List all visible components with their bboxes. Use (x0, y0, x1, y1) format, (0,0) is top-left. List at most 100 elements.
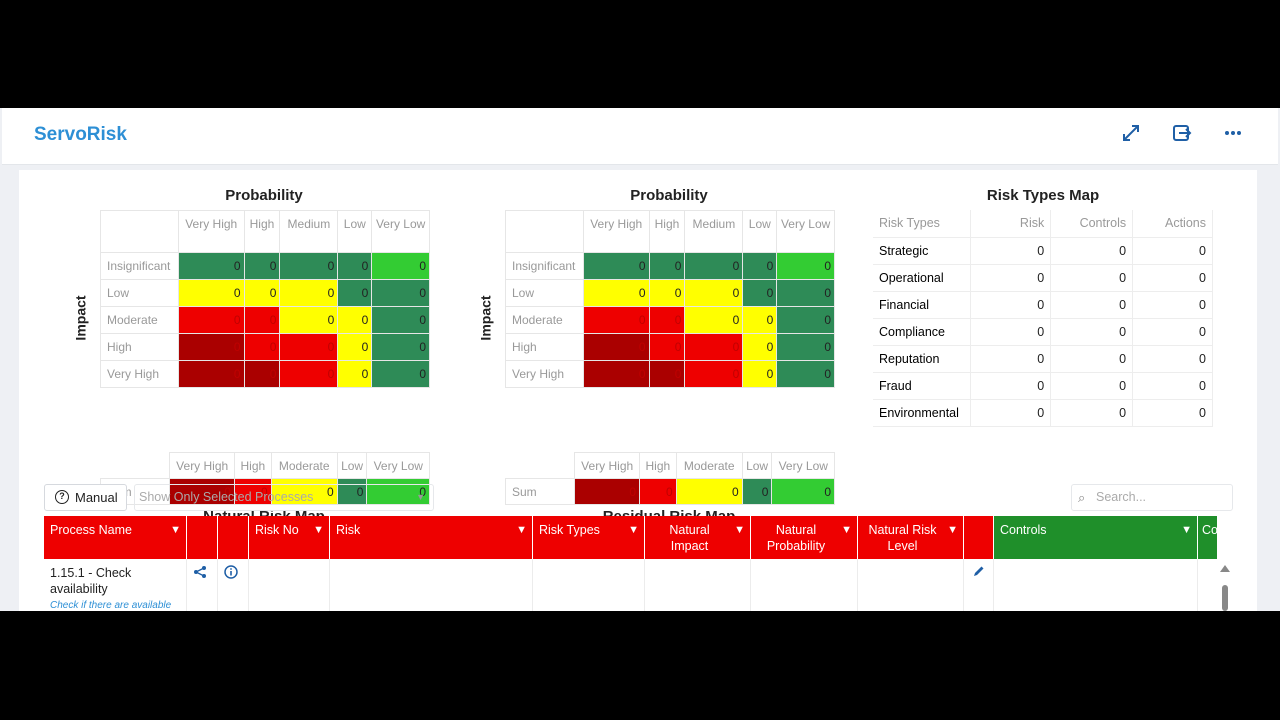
col-risk-types[interactable]: Risk Types ▼ (533, 516, 645, 559)
risk-type-count: 0 (1132, 237, 1213, 265)
risk-cell[interactable]: 0 (243, 306, 281, 334)
risk-cell[interactable]: 0 (742, 252, 778, 280)
scroll-up-icon[interactable] (1220, 565, 1230, 572)
risk-cell[interactable]: 0 (776, 333, 835, 361)
edit-cell[interactable] (964, 559, 994, 611)
risk-cell[interactable]: 0 (742, 360, 778, 388)
risk-cell[interactable]: 0 (776, 360, 835, 388)
risk-cell[interactable]: 0 (177, 360, 245, 388)
risk-cell[interactable]: 0 (279, 360, 339, 388)
col-risk[interactable]: Risk ▼ (330, 516, 533, 559)
risk-cell[interactable]: 0 (279, 279, 339, 307)
risk-cell[interactable]: 0 (648, 252, 686, 280)
manual-button[interactable]: ? Manual (44, 484, 127, 511)
sum-cell[interactable]: 0 (336, 478, 368, 505)
risk-cell[interactable]: 0 (371, 279, 430, 307)
sum-cell[interactable]: 0 (771, 478, 835, 505)
sum-cell[interactable]: 0 (639, 478, 677, 505)
sum-cell[interactable]: 0 (234, 478, 272, 505)
col-process-name[interactable]: Process Name ▼ (44, 516, 187, 559)
col-natural-probability[interactable]: Natural Probability ▼ (751, 516, 858, 559)
risk-cell[interactable]: 0 (177, 333, 245, 361)
process-name-cell[interactable]: 1.15.1 - Check availability Check if the… (44, 559, 187, 611)
risk-cell[interactable]: 0 (582, 360, 650, 388)
risk-type-count: 0 (970, 264, 1052, 292)
export-icon[interactable] (1170, 123, 1194, 147)
risk-cell[interactable]: 0 (243, 333, 281, 361)
more-icon[interactable] (1221, 123, 1245, 147)
sum-cell[interactable]: 0 (270, 478, 338, 505)
share-cell[interactable] (187, 559, 218, 611)
table-row[interactable]: 1.15.1 - Check availability Check if the… (44, 559, 1198, 611)
risk-cell[interactable]: 0 (337, 252, 373, 280)
info-icon[interactable] (224, 565, 238, 579)
risk-cell[interactable]: 0 (337, 333, 373, 361)
risk-cell[interactable]: 0 (582, 279, 650, 307)
risk-cell[interactable]: 0 (684, 279, 744, 307)
scroll-thumb[interactable] (1222, 585, 1228, 611)
risk-cell[interactable]: 0 (243, 279, 281, 307)
col-controls-2[interactable]: Co (1198, 516, 1218, 559)
risk-cell[interactable]: 0 (776, 306, 835, 334)
risk-cell[interactable]: 0 (742, 333, 778, 361)
risk-cell[interactable]: 0 (684, 306, 744, 334)
expand-icon[interactable] (1119, 123, 1143, 147)
col-risk-no[interactable]: Risk No ▼ (249, 516, 330, 559)
risk-cell[interactable]: 0 (279, 252, 339, 280)
risk-cell[interactable]: 0 (243, 252, 281, 280)
info-cell[interactable] (218, 559, 249, 611)
sum-cell[interactable]: 0 (169, 478, 235, 505)
process-filter-placeholder: Show Only Selected Processes (139, 490, 314, 504)
filter-icon[interactable]: ▼ (734, 524, 745, 536)
risk-cell[interactable]: 0 (776, 252, 835, 280)
risk-cell[interactable]: 0 (742, 279, 778, 307)
filter-icon[interactable]: ▼ (628, 524, 639, 536)
filter-icon[interactable]: ▼ (516, 524, 527, 536)
risk-cell[interactable]: 0 (684, 252, 744, 280)
risk-cell[interactable]: 0 (648, 279, 686, 307)
risk-cell[interactable]: 0 (243, 360, 281, 388)
sum-cell[interactable]: 0 (574, 478, 640, 505)
sum-cell[interactable]: 0 (675, 478, 743, 505)
risk-cell[interactable]: 0 (371, 360, 430, 388)
risk-type-count: 0 (1050, 345, 1134, 373)
col-natural-risk-level[interactable]: Natural Risk Level ▼ (858, 516, 964, 559)
risk-cell[interactable]: 0 (279, 333, 339, 361)
risk-cell[interactable]: 0 (648, 360, 686, 388)
risk-cell[interactable]: 0 (776, 279, 835, 307)
search-input[interactable]: ⌕ Search... (1071, 484, 1233, 511)
pencil-icon[interactable] (973, 565, 985, 577)
risk-cell[interactable]: 0 (337, 306, 373, 334)
col-controls[interactable]: Controls ▼ (994, 516, 1198, 559)
risk-cell[interactable]: 0 (177, 306, 245, 334)
sum-cell[interactable]: 0 (741, 478, 773, 505)
risk-type-count: 0 (1132, 399, 1213, 427)
risk-cell[interactable]: 0 (371, 306, 430, 334)
risk-cell[interactable]: 0 (177, 279, 245, 307)
filter-icon[interactable]: ▼ (947, 524, 958, 536)
risk-cell[interactable]: 0 (684, 360, 744, 388)
filter-icon[interactable]: ▼ (170, 524, 181, 536)
risk-cell[interactable]: 0 (742, 306, 778, 334)
residual-impact-label: Impact (477, 295, 494, 341)
risk-cell[interactable]: 0 (684, 333, 744, 361)
filter-icon[interactable]: ▼ (841, 524, 852, 536)
risk-cell[interactable]: 0 (371, 252, 430, 280)
share-icon[interactable] (193, 565, 207, 579)
risk-cell[interactable]: 0 (337, 279, 373, 307)
col-natural-impact[interactable]: Natural Impact ▼ (645, 516, 751, 559)
sum-cell[interactable]: 0 (366, 478, 430, 505)
risk-cell[interactable]: 0 (582, 252, 650, 280)
filter-icon[interactable]: ▼ (313, 524, 324, 536)
risk-cell[interactable]: 0 (648, 333, 686, 361)
risk-cell[interactable]: 0 (371, 333, 430, 361)
risk-cell[interactable]: 0 (337, 360, 373, 388)
risk-cell[interactable]: 0 (648, 306, 686, 334)
process-filter-select[interactable]: Show Only Selected Processes ▼ (134, 484, 434, 511)
risk-cell[interactable]: 0 (279, 306, 339, 334)
filter-icon[interactable]: ▼ (1181, 524, 1192, 536)
vertical-scrollbar[interactable] (1218, 559, 1232, 611)
risk-cell[interactable]: 0 (582, 333, 650, 361)
risk-cell[interactable]: 0 (177, 252, 245, 280)
risk-cell[interactable]: 0 (582, 306, 650, 334)
